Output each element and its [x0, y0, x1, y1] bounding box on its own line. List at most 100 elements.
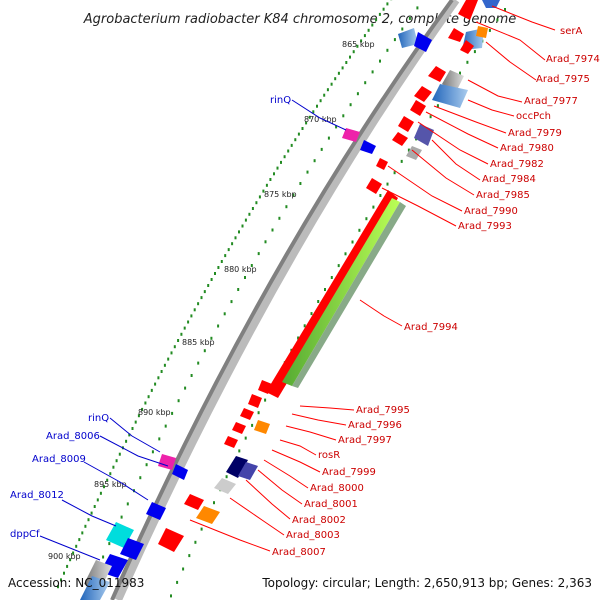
scale-tick — [227, 248, 230, 252]
gene-label[interactable]: Arad_8007 — [272, 547, 326, 558]
gene-label[interactable]: Arad_7995 — [356, 405, 410, 416]
gene-arad-7984[interactable] — [414, 124, 434, 146]
gene-arad-8012[interactable] — [120, 538, 144, 560]
gene-arad-7994[interactable] — [266, 190, 398, 398]
leader-line — [491, 5, 556, 31]
scale-tick — [217, 324, 220, 328]
gene-sera-blue[interactable] — [482, 0, 500, 8]
gene-arad-7993[interactable] — [366, 178, 382, 194]
gene-rinq-blue[interactable] — [360, 140, 376, 154]
gene-label[interactable]: Arad_7974 — [546, 54, 600, 65]
gene-label[interactable]: Arad_7990 — [464, 206, 518, 217]
scale-tick — [337, 264, 340, 268]
scale-tick — [87, 518, 90, 522]
gene-arad-7997[interactable] — [232, 422, 246, 434]
gene-arad-8002[interactable] — [184, 494, 204, 510]
gene-label[interactable]: Arad_8000 — [310, 483, 364, 494]
gene-label[interactable]: rinQ — [270, 95, 291, 106]
gene-label[interactable]: Arad_7982 — [490, 159, 544, 170]
scale-tick — [351, 240, 354, 244]
gene-label[interactable]: dppCf — [10, 529, 40, 540]
scale-tick — [170, 594, 172, 598]
gene-arad-7990[interactable] — [376, 158, 388, 170]
gene-rosr[interactable] — [224, 436, 238, 448]
leader-line — [291, 99, 347, 131]
gene-label[interactable]: Arad_8002 — [292, 515, 346, 526]
gene-blue-top-2[interactable] — [414, 32, 432, 52]
gene-label[interactable]: Arad_7984 — [482, 174, 536, 185]
gene-arad-7974[interactable] — [448, 28, 464, 42]
gene-arad-7997-orange[interactable] — [254, 420, 270, 434]
scale-tick — [375, 18, 378, 22]
scale-tick — [324, 288, 326, 291]
gene-rinq-pink[interactable] — [342, 128, 360, 142]
scale-tick — [276, 166, 279, 170]
gene-arad-8007[interactable] — [158, 528, 184, 552]
gene-sera[interactable] — [458, 0, 478, 20]
gene-label[interactable]: occPch — [516, 111, 551, 122]
scale-labels: 865 kbp 870 kbp 875 kbp 880 kbp 885 kbp … — [48, 40, 375, 561]
gene-blue-top-1[interactable] — [398, 28, 418, 48]
scale-tick — [372, 205, 375, 209]
gene-label[interactable]: Arad_7996 — [348, 420, 402, 431]
gene-occpch[interactable] — [432, 84, 468, 108]
gene-arad-7980[interactable] — [410, 100, 426, 116]
leader-line — [99, 435, 169, 467]
gene-label[interactable]: Arad_8003 — [286, 530, 340, 541]
gene-arad-8003[interactable] — [196, 506, 220, 524]
gene-label[interactable]: Arad_8006 — [46, 431, 100, 442]
gene-label[interactable]: Arad_7997 — [338, 435, 392, 446]
gene-arad-7975[interactable] — [460, 40, 474, 54]
scale-tick — [504, 8, 506, 11]
gene-green-bar[interactable] — [282, 198, 400, 386]
gene-arad-8000[interactable] — [238, 462, 258, 480]
scale-tick — [118, 452, 121, 456]
gene-label[interactable]: Arad_7979 — [508, 128, 562, 139]
gene-label[interactable]: Arad_7993 — [458, 221, 512, 232]
gene-arad-8009[interactable] — [146, 502, 166, 520]
scale-tick — [278, 216, 281, 220]
gene-arad-8006[interactable] — [172, 464, 188, 480]
scale-tick — [137, 414, 140, 418]
scale-tick — [341, 66, 344, 70]
gene-arad-8001[interactable] — [214, 478, 236, 494]
gene-label[interactable]: serA — [560, 26, 582, 37]
gene-arad-7985[interactable] — [392, 132, 408, 146]
gene-label[interactable]: Arad_7980 — [500, 143, 554, 154]
gene-label[interactable]: Arad_7985 — [476, 190, 530, 201]
scale-tick — [305, 121, 308, 125]
backbone-shadow — [114, 0, 460, 600]
gene-arad-7977[interactable] — [428, 66, 446, 82]
gene-grey-bar[interactable] — [292, 202, 406, 388]
gene-arad-7985-grey[interactable] — [406, 146, 422, 160]
scale-tick — [163, 363, 166, 367]
gene-label[interactable]: Arad_7975 — [536, 74, 590, 85]
gene-label[interactable]: rinQ — [88, 413, 109, 424]
gene-label[interactable]: Arad_7999 — [322, 467, 376, 478]
gene-arad-7995[interactable] — [258, 380, 272, 394]
gene-blue-lower-2[interactable] — [80, 576, 110, 600]
gene-label[interactable]: Arad_8001 — [304, 499, 358, 510]
gene-arad-7995-b[interactable] — [248, 394, 262, 408]
gene-orange-top[interactable] — [476, 26, 488, 38]
scale-tick — [323, 93, 326, 97]
gene-arad-7982[interactable] — [398, 116, 414, 132]
gene-label[interactable]: rosR — [318, 450, 340, 461]
gene-arad-7999[interactable] — [226, 456, 248, 478]
scale-tick — [66, 564, 69, 568]
gene-label[interactable]: Arad_7977 — [524, 96, 578, 107]
leader-line — [475, 21, 546, 61]
scale-tick — [126, 502, 129, 506]
gene-arad-7996[interactable] — [240, 408, 254, 420]
scale-tick — [401, 27, 404, 31]
scale-label: 875 kbp — [264, 190, 297, 199]
scale-tick — [488, 28, 491, 32]
gene-arad-7979[interactable] — [414, 86, 432, 102]
scale-tick — [287, 149, 290, 153]
scale-tick — [81, 531, 84, 535]
gene-label[interactable]: Arad_8009 — [32, 454, 86, 465]
scale-tick — [96, 498, 99, 502]
gene-rinq-lower-pink[interactable] — [158, 454, 176, 470]
gene-label[interactable]: Arad_8012 — [10, 490, 64, 501]
gene-label[interactable]: Arad_7994 — [404, 322, 458, 333]
